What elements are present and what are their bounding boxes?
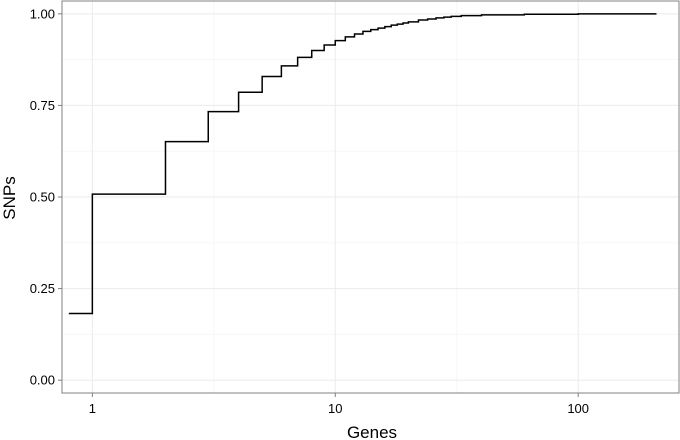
y-axis: 0.00 0.25 0.50 0.75 1.00 bbox=[30, 6, 62, 388]
ecdf-step-line bbox=[68, 13, 657, 315]
x-axis: 1 10 100 bbox=[89, 393, 589, 416]
y-tick-label: 0.25 bbox=[30, 281, 55, 296]
y-tick-label: 0.75 bbox=[30, 98, 55, 113]
y-tick-label: 1.00 bbox=[30, 6, 55, 21]
x-tick-label: 1 bbox=[89, 401, 96, 416]
x-axis-title: Genes bbox=[347, 423, 397, 440]
y-axis-title: SNPs bbox=[0, 176, 19, 219]
x-tick-label: 100 bbox=[567, 401, 589, 416]
y-tick-label: 0.00 bbox=[30, 373, 55, 388]
y-tick-label: 0.50 bbox=[30, 190, 55, 205]
x-tick-label: 10 bbox=[328, 401, 342, 416]
